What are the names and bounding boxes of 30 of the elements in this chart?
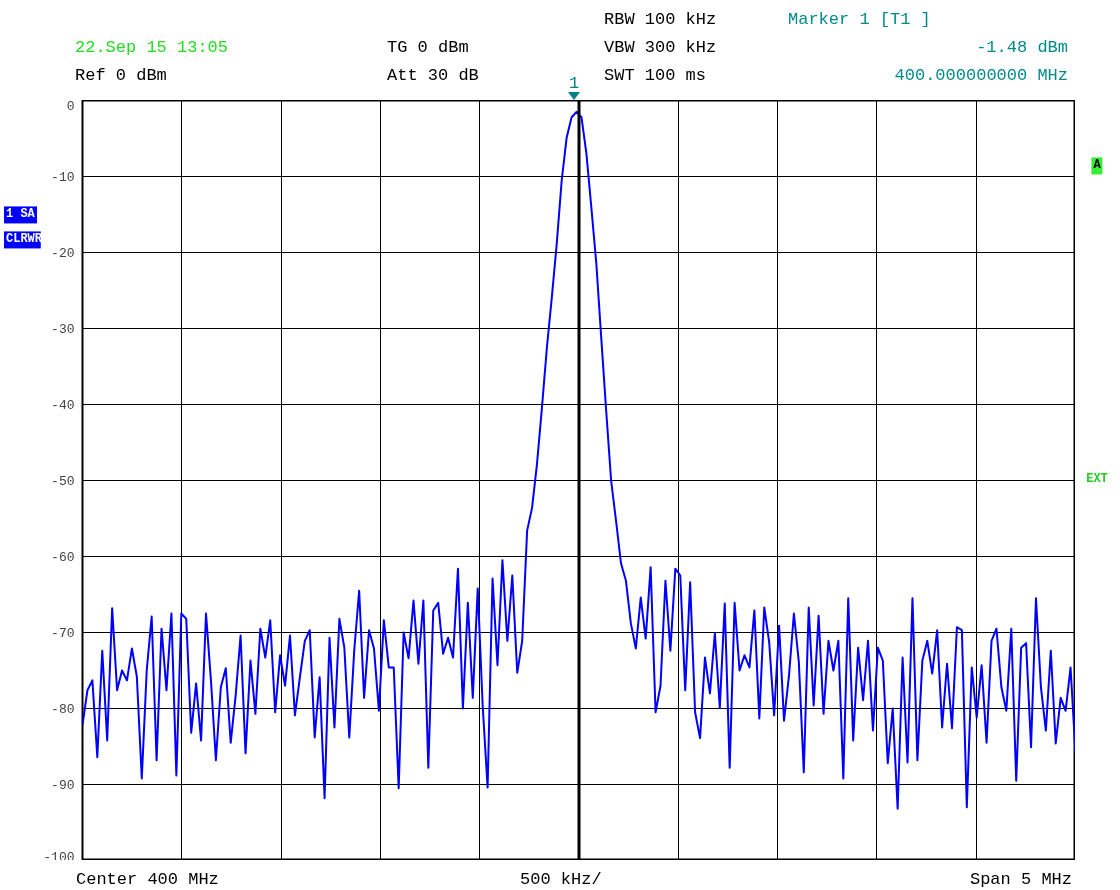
text: 500 kHz/ — [520, 868, 602, 890]
y-tick-label: -20 — [51, 246, 75, 261]
text: EXT — [1086, 471, 1108, 489]
text: 1 — [568, 72, 580, 95]
text: 22.Sep 15 13:05 — [75, 36, 229, 59]
text: Att 30 dB — [387, 64, 479, 87]
y-tick-label: -80 — [51, 702, 75, 717]
text: VBW 300 kHz — [604, 36, 717, 59]
text: 1 SA — [4, 206, 37, 224]
y-tick-label: -30 — [51, 322, 75, 337]
text: Marker 1 [T1 ] — [788, 8, 931, 31]
line-series — [82, 110, 1075, 810]
text: Ref 0 dBm — [75, 64, 167, 87]
text: 400.000000000 MHz — [894, 64, 1068, 87]
text: Center 400 MHz — [76, 868, 219, 890]
y-tick-label: -60 — [51, 550, 75, 565]
y-tick-label: -50 — [51, 474, 75, 489]
text: -1.48 dBm — [976, 36, 1068, 59]
y-tick-label: -40 — [51, 398, 75, 413]
y-tick-label: -90 — [51, 778, 75, 793]
y-tick-label: 0 — [66, 98, 75, 114]
text: CLRWR — [4, 231, 45, 249]
y-tick-label: -10 — [51, 170, 75, 185]
text: SWT 100 ms — [604, 64, 707, 87]
y-tick-label: -70 — [51, 626, 75, 641]
text: TG 0 dBm — [387, 36, 469, 59]
text: RBW 100 kHz — [604, 8, 717, 31]
y-tick-label: -100 — [43, 849, 75, 865]
text: A — [1091, 157, 1103, 175]
text: Span 5 MHz — [969, 868, 1072, 890]
